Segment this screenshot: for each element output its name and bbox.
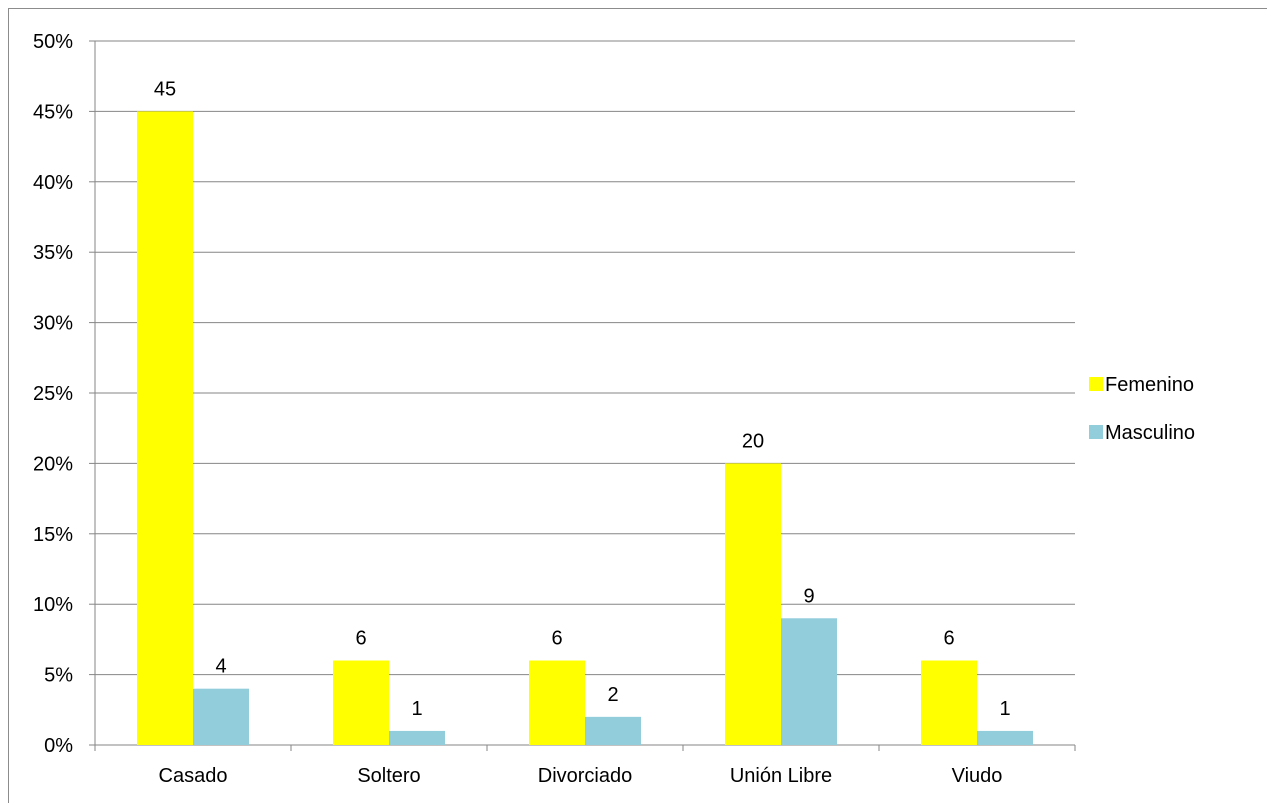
bar-femenino <box>529 660 585 745</box>
bar-masculino <box>977 730 1033 745</box>
legend-swatch-masculino <box>1089 425 1103 439</box>
data-labels: 45 4 6 1 6 2 20 9 6 1 <box>154 78 1011 720</box>
y-tick-label: 5% <box>44 665 73 687</box>
x-tick-label: Viudo <box>952 765 1003 787</box>
data-label: 20 <box>742 430 764 452</box>
data-label: 4 <box>215 656 226 678</box>
data-label: 6 <box>943 628 954 650</box>
y-axis: 0% 5% 10% 15% 20% 25% 30% 35% 40% 45% 50% <box>33 31 96 757</box>
bars <box>137 111 1033 745</box>
data-label: 2 <box>607 684 618 706</box>
legend: Femenino Masculino <box>1089 374 1195 444</box>
bar-femenino <box>333 660 389 745</box>
chart-frame <box>8 8 1267 803</box>
bar-masculino <box>193 688 249 745</box>
bar-masculino <box>781 618 837 745</box>
bar-femenino <box>725 463 781 745</box>
y-tick-label: 35% <box>33 242 73 264</box>
y-tick-label: 40% <box>33 172 73 194</box>
legend-label: Femenino <box>1105 374 1194 396</box>
legend-swatch-femenino <box>1089 377 1103 391</box>
data-label: 6 <box>355 628 366 650</box>
bar-femenino <box>137 111 193 745</box>
gridlines <box>95 40 1075 746</box>
bar-masculino <box>585 716 641 745</box>
x-tick-label: Soltero <box>357 765 420 787</box>
y-tick-label: 30% <box>33 313 73 335</box>
data-label: 9 <box>803 585 814 607</box>
y-tick-label: 25% <box>33 383 73 405</box>
y-tick-label: 15% <box>33 524 73 546</box>
data-label: 45 <box>154 78 176 100</box>
bar-masculino <box>389 730 445 745</box>
y-tick-label: 10% <box>33 594 73 616</box>
data-label: 1 <box>999 698 1010 720</box>
data-label: 1 <box>411 698 422 720</box>
y-tick-label: 50% <box>33 31 73 53</box>
data-label: 6 <box>551 628 562 650</box>
bar-femenino <box>921 660 977 745</box>
x-tick-label: Divorciado <box>538 765 632 787</box>
legend-label: Masculino <box>1105 422 1195 444</box>
x-tick-label: Casado <box>159 765 228 787</box>
x-axis: Casado Soltero Divorciado Unión Libre Viudo <box>94 744 1076 787</box>
y-tick-label: 20% <box>33 453 73 475</box>
y-tick-label: 45% <box>33 101 73 123</box>
y-tick-label: 0% <box>44 735 73 757</box>
x-tick-label: Unión Libre <box>730 765 832 787</box>
